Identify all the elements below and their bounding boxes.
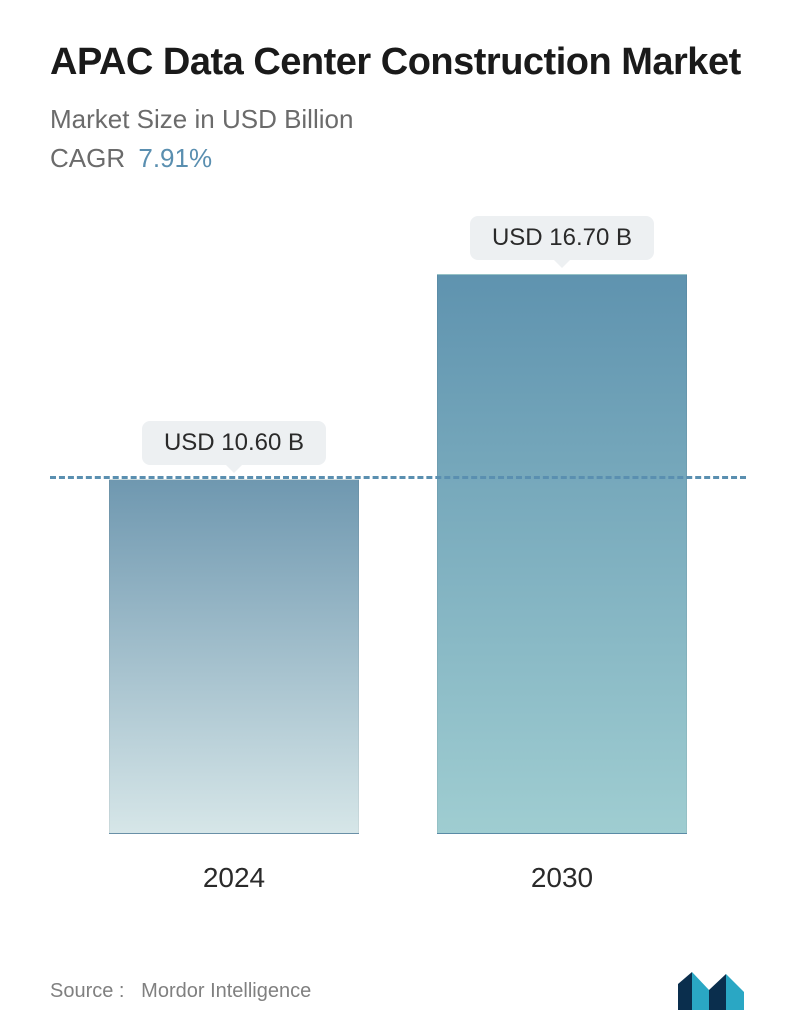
bar-group-2024: USD 10.60 B <box>109 421 359 834</box>
value-pill: USD 10.60 B <box>142 421 326 465</box>
cagr-value: 7.91% <box>138 143 212 173</box>
logo-icon <box>676 970 746 1012</box>
footer: Source : Mordor Intelligence <box>50 970 746 1012</box>
chart-subtitle: Market Size in USD Billion <box>50 104 746 135</box>
bar-group-2030: USD 16.70 B <box>437 216 687 834</box>
bar <box>437 274 687 834</box>
chart-area: USD 10.60 B USD 16.70 B 2024 2030 <box>50 214 746 894</box>
brand-logo <box>676 970 746 1012</box>
source-text: Source : Mordor Intelligence <box>50 980 311 1003</box>
reference-line <box>50 476 746 479</box>
cagr-line: CAGR 7.91% <box>50 143 746 174</box>
year-label: 2024 <box>109 862 359 894</box>
source-name: Mordor Intelligence <box>141 980 311 1002</box>
cagr-label: CAGR <box>50 143 125 173</box>
chart-title: APAC Data Center Construction Market <box>50 40 746 86</box>
year-label: 2030 <box>437 862 687 894</box>
chart-container: APAC Data Center Construction Market Mar… <box>0 0 796 1034</box>
value-pill: USD 16.70 B <box>470 216 654 260</box>
x-axis-labels: 2024 2030 <box>50 844 746 894</box>
bar <box>109 479 359 834</box>
bars-wrap: USD 10.60 B USD 16.70 B <box>50 214 746 834</box>
source-label: Source : <box>50 980 124 1002</box>
